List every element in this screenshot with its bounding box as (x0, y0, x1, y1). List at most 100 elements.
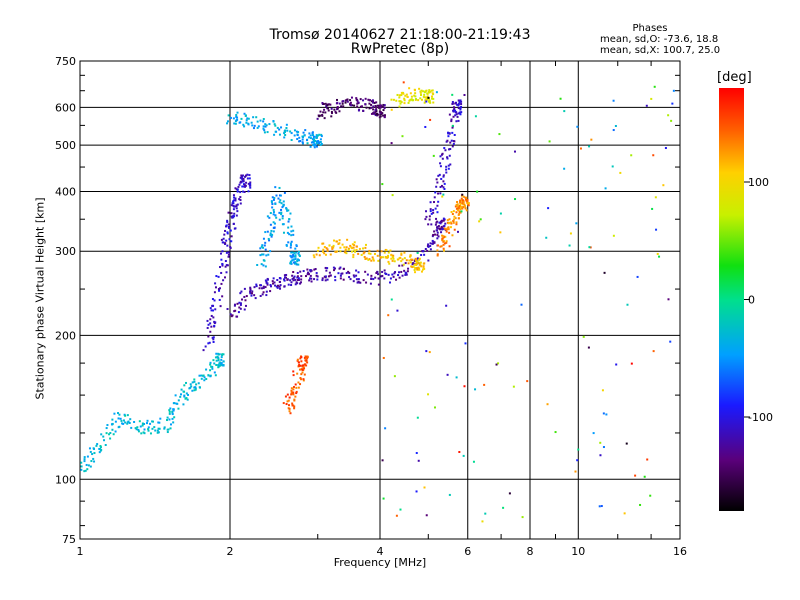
data-point (270, 200, 273, 203)
data-point (362, 279, 365, 282)
data-point (368, 249, 371, 252)
data-point (232, 200, 235, 203)
data-point (191, 381, 194, 384)
data-point (85, 463, 88, 466)
data-point (369, 282, 372, 285)
data-point (459, 107, 462, 110)
data-point (227, 253, 230, 256)
data-point (321, 277, 324, 280)
data-point (390, 257, 393, 260)
data-point (233, 205, 236, 208)
data-point (427, 245, 430, 248)
data-point (276, 126, 279, 129)
data-point (234, 197, 237, 200)
data-point (436, 181, 439, 184)
data-point (263, 259, 266, 262)
data-point (449, 163, 452, 166)
data-point (401, 274, 404, 277)
data-point (367, 258, 370, 261)
data-point (376, 270, 379, 273)
data-point (601, 389, 604, 392)
data-point (219, 305, 222, 308)
data-point (442, 174, 445, 177)
data-point (343, 251, 346, 254)
data-point (449, 148, 452, 151)
data-point (248, 177, 251, 180)
data-point (670, 119, 673, 122)
data-point (381, 270, 384, 273)
data-point (169, 423, 172, 426)
data-point (356, 102, 359, 105)
data-point (294, 261, 297, 264)
data-point (315, 274, 318, 277)
data-point (385, 249, 388, 252)
data-point (213, 371, 216, 374)
data-point (455, 113, 458, 116)
data-point (357, 271, 360, 274)
data-point (114, 420, 117, 423)
data-point (275, 285, 278, 288)
data-point (240, 117, 243, 120)
data-point (238, 183, 241, 186)
data-point (456, 230, 459, 233)
data-point (335, 240, 338, 243)
data-point (414, 95, 417, 98)
data-point (220, 282, 223, 285)
data-point (255, 116, 258, 119)
data-point (441, 157, 444, 160)
data-point (392, 98, 395, 101)
data-point (292, 388, 295, 391)
data-point (365, 257, 368, 260)
data-point (383, 104, 386, 107)
data-point (355, 98, 358, 101)
data-point (658, 255, 661, 258)
data-point (295, 130, 298, 133)
data-point (382, 109, 385, 112)
data-point (279, 287, 282, 290)
data-point (263, 131, 266, 134)
data-point (248, 184, 251, 187)
data-point (322, 111, 325, 114)
data-point (431, 97, 434, 100)
data-point (419, 97, 422, 100)
data-point (271, 196, 274, 199)
data-point (404, 262, 407, 265)
data-point (283, 136, 286, 139)
data-point (337, 272, 340, 275)
data-point (612, 129, 615, 132)
data-point (291, 391, 294, 394)
data-point (89, 465, 92, 468)
data-point (436, 253, 439, 256)
data-point (105, 427, 108, 430)
data-point (281, 206, 284, 209)
data-point (381, 183, 384, 186)
data-point (447, 135, 450, 138)
data-point (215, 352, 218, 355)
data-point (157, 431, 160, 434)
data-point (272, 211, 275, 214)
data-point (292, 233, 295, 236)
data-point (316, 278, 319, 281)
data-point (261, 253, 264, 256)
data-point (442, 175, 445, 178)
data-point (352, 274, 355, 277)
data-point (288, 407, 291, 410)
data-point (611, 165, 614, 168)
data-point (285, 123, 288, 126)
data-point (279, 277, 282, 280)
data-point (291, 259, 294, 262)
data-point (282, 203, 285, 206)
data-point (328, 271, 331, 274)
data-point (302, 379, 305, 382)
data-point (449, 221, 452, 224)
data-point (228, 238, 231, 241)
data-point (457, 107, 460, 110)
data-point (213, 291, 216, 294)
data-point (233, 212, 236, 215)
data-point (266, 215, 269, 218)
data-point (288, 396, 291, 399)
data-point (387, 254, 390, 257)
data-point (357, 278, 360, 281)
data-point (297, 252, 300, 255)
